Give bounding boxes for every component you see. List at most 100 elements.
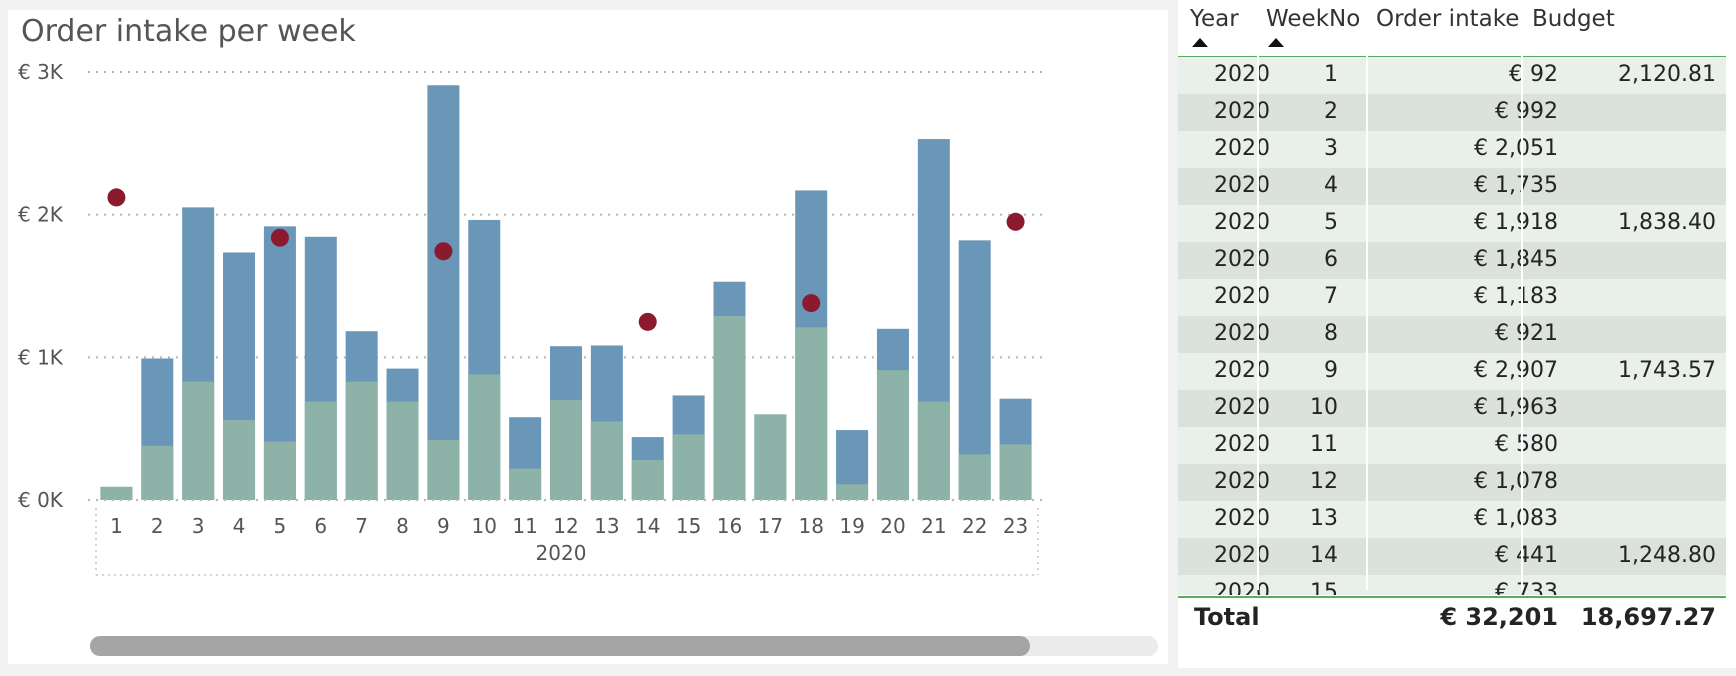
cell-weekno: 14: [1310, 543, 1338, 568]
table-row[interactable]: 2020 4 € 1,735: [1178, 168, 1726, 205]
x-tick-label: 11: [512, 514, 537, 538]
cell-order-intake: € 1,078: [1474, 469, 1558, 494]
horizontal-scrollbar[interactable]: [90, 636, 1158, 656]
y-tick-label: € 2K: [18, 203, 64, 227]
cell-order-intake: € 1,183: [1474, 284, 1558, 309]
cell-year: 2020: [1214, 580, 1270, 595]
table-row[interactable]: 2020 1 € 92 2,120.81: [1178, 57, 1726, 94]
bar-lower-segment: [795, 327, 828, 500]
column-header-year[interactable]: Year: [1190, 6, 1239, 32]
bar-lower-segment: [917, 401, 950, 500]
x-tick-label: 1: [110, 514, 123, 538]
bar-lower-segment: [304, 401, 337, 500]
column-header-weekno[interactable]: WeekNo: [1266, 6, 1361, 32]
table-row[interactable]: 2020 8 € 921: [1178, 316, 1726, 353]
bar-lower-segment: [550, 400, 582, 500]
cell-weekno: 10: [1310, 395, 1338, 420]
budget-marker: [434, 242, 453, 261]
bar-lower-segment: [509, 468, 542, 500]
cell-year: 2020: [1214, 469, 1270, 494]
x-tick-label: 23: [1003, 514, 1028, 538]
x-tick-label: 14: [635, 514, 660, 538]
x-tick-label: 22: [962, 514, 987, 538]
table-row[interactable]: 2020 9 € 2,907 1,743.57: [1178, 353, 1726, 390]
table-row[interactable]: 2020 5 € 1,918 1,838.40: [1178, 205, 1726, 242]
budget-marker: [638, 312, 657, 331]
table-total-row: Total € 32,201 18,697.27: [1178, 596, 1726, 642]
bar-lower-segment: [754, 414, 787, 500]
budget-marker: [270, 228, 289, 247]
x-tick-label: 13: [594, 514, 619, 538]
cell-weekno: 5: [1324, 210, 1338, 235]
cell-year: 2020: [1214, 321, 1270, 346]
x-tick-label: 19: [839, 514, 864, 538]
total-label: Total: [1194, 603, 1260, 631]
x-tick-label: 7: [355, 514, 368, 538]
y-tick-label: € 1K: [18, 345, 64, 369]
x-tick-label: 2: [151, 514, 164, 538]
cell-weekno: 9: [1324, 358, 1338, 383]
bar-lower-segment: [386, 401, 419, 500]
column-header-order-intake[interactable]: Order intake: [1376, 6, 1520, 32]
cell-order-intake: € 441: [1495, 543, 1558, 568]
bar-lower-segment: [876, 370, 909, 500]
table-row[interactable]: 2020 2 € 992: [1178, 94, 1726, 131]
x-tick-label: 8: [396, 514, 409, 538]
x-tick-label: 12: [553, 514, 578, 538]
cell-order-intake: € 1,735: [1474, 173, 1558, 198]
column-header-budget[interactable]: Budget: [1532, 6, 1615, 32]
chart-panel: Order intake per week € 0K € 1K € 2K € 3K 1 2…: [8, 10, 1168, 664]
cell-weekno: 7: [1324, 284, 1338, 309]
table-row[interactable]: 2020 3 € 2,051: [1178, 131, 1726, 168]
total-budget: 18,697.27: [1580, 603, 1716, 631]
cell-year: 2020: [1214, 358, 1270, 383]
x-tick-label: 18: [798, 514, 823, 538]
cell-year: 2020: [1214, 173, 1270, 198]
budget-marker: [1006, 212, 1025, 231]
bar-lower-segment: [345, 381, 378, 500]
cell-weekno: 2: [1324, 99, 1338, 124]
table-row[interactable]: 2020 11 € 580: [1178, 427, 1726, 464]
table-header: Year WeekNo Order intake Budget: [1178, 0, 1726, 58]
cell-order-intake: € 1,963: [1474, 395, 1558, 420]
data-table: Year WeekNo Order intake Budget 2020 1 € 9…: [1178, 0, 1736, 668]
x-group-label: 2020: [536, 541, 587, 565]
table-row[interactable]: 2020 13 € 1,083: [1178, 501, 1726, 538]
column-divider: [1521, 0, 1523, 590]
bar-lower-segment: [468, 374, 501, 500]
table-row[interactable]: 2020 14 € 441 1,248.80: [1178, 538, 1726, 575]
x-tick-label: 3: [192, 514, 205, 538]
table-row[interactable]: 2020 6 € 1,845: [1178, 242, 1726, 279]
cell-weekno: 8: [1324, 321, 1338, 346]
cell-budget: 1,743.57: [1618, 358, 1716, 383]
cell-year: 2020: [1214, 284, 1270, 309]
bar-order-intake: [427, 85, 460, 500]
bar-lower-segment: [836, 484, 869, 500]
scrollbar-thumb[interactable]: [90, 636, 1030, 656]
bar-lower-segment: [141, 445, 174, 500]
bar-lower-segment: [958, 454, 991, 500]
sort-ascending-icon: [1268, 38, 1284, 47]
table-row[interactable]: 2020 10 € 1,963: [1178, 390, 1726, 427]
cell-order-intake: € 733: [1495, 580, 1558, 595]
column-divider: [1366, 0, 1368, 590]
cell-budget: 2,120.81: [1618, 62, 1716, 87]
table-body[interactable]: 2020 1 € 92 2,120.81 2020 2 € 992 2020 3 € 2,051 2…: [1178, 57, 1726, 595]
x-tick-label: 21: [921, 514, 946, 538]
bar-lower-segment: [223, 420, 256, 500]
table-row[interactable]: 2020 15 € 733: [1178, 575, 1726, 595]
table-row[interactable]: 2020 7 € 1,183: [1178, 279, 1726, 316]
chart-title: Order intake per week: [21, 14, 356, 49]
bar-lower-segment: [263, 441, 296, 500]
total-order-intake: € 32,201: [1440, 603, 1558, 631]
cell-weekno: 3: [1324, 136, 1338, 161]
table-row[interactable]: 2020 12 € 1,078: [1178, 464, 1726, 501]
cell-year: 2020: [1214, 99, 1270, 124]
cell-order-intake: € 92: [1509, 62, 1558, 87]
y-tick-label: € 3K: [18, 60, 64, 84]
bar-lower-segment: [100, 486, 133, 500]
cell-year: 2020: [1214, 543, 1270, 568]
cell-year: 2020: [1214, 136, 1270, 161]
bar-lower-segment: [590, 421, 623, 500]
bar-lower-segment: [713, 315, 746, 500]
